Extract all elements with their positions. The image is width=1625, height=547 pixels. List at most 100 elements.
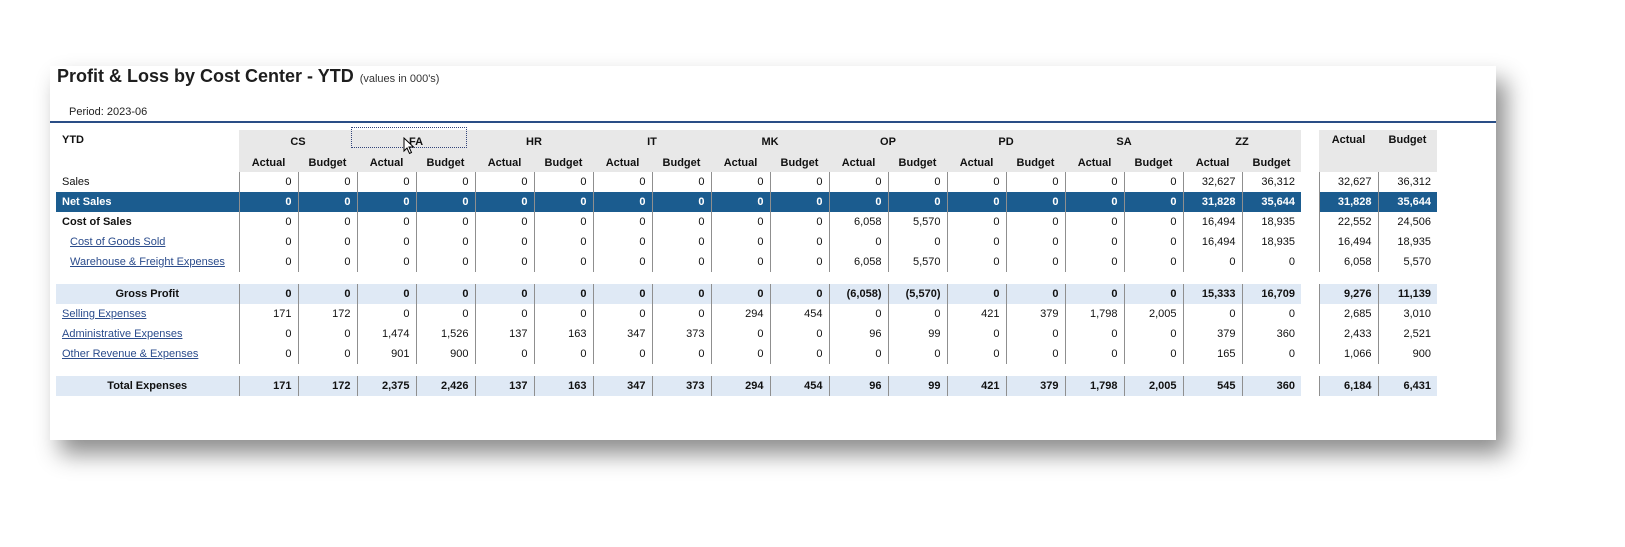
- cell-zz-actual: 545: [1182, 376, 1242, 396]
- cell-it-actual: 0: [592, 284, 652, 304]
- cell-sa-budget: 0: [1123, 192, 1183, 212]
- period-label: Period: 2023-06: [69, 106, 148, 118]
- cell-cs-actual: 0: [238, 232, 298, 252]
- cell-pd-budget: 0: [1005, 232, 1065, 252]
- cell-hr-actual: 137: [474, 324, 534, 344]
- cell-total-budget: 900: [1377, 344, 1437, 364]
- cell-pd-budget: 379: [1005, 304, 1065, 324]
- cc-header-zz[interactable]: ZZ: [1183, 130, 1301, 153]
- subheader-cs-actual: Actual: [239, 153, 298, 172]
- cell-mk-budget: 0: [769, 344, 829, 364]
- cell-op-actual: 0: [828, 172, 888, 192]
- subheader-sa-budget: Budget: [1124, 153, 1183, 172]
- cell-mk-budget: 0: [769, 172, 829, 192]
- cc-header-op[interactable]: OP: [829, 130, 947, 153]
- header-row-actual-budget: Actual Budget Actual Budget Actual Budget Actu…: [56, 153, 1437, 172]
- cell-pd-budget: 379: [1005, 376, 1065, 396]
- cell-it-budget: 373: [651, 376, 711, 396]
- row-label: Cost of Sales: [62, 216, 132, 228]
- cell-it-actual: 0: [592, 252, 652, 272]
- link-warehouse-freight-expenses[interactable]: Warehouse & Freight Expenses: [70, 256, 225, 268]
- link-selling-expenses[interactable]: Selling Expenses: [62, 308, 147, 320]
- cell-cs-actual: 0: [238, 284, 298, 304]
- cell-fa-budget: 0: [415, 284, 475, 304]
- cell-cs-budget: 0: [297, 324, 357, 344]
- cell-pd-actual: 0: [946, 172, 1006, 192]
- cc-header-mk[interactable]: MK: [711, 130, 829, 153]
- cell-cs-actual: 0: [238, 252, 298, 272]
- cell-mk-actual: 0: [710, 172, 770, 192]
- total-actual-header: Actual: [1319, 130, 1378, 172]
- table-body: Sales 0 0 0 0 0 0 0 0 0 0 0 0 0 0 0 0 32,627 36,312 32,627 3…: [56, 172, 1437, 396]
- cell-hr-budget: 163: [533, 324, 593, 344]
- cell-sa-actual: 0: [1064, 252, 1124, 272]
- cell-it-budget: 0: [651, 232, 711, 252]
- cell-op-budget: 99: [887, 324, 947, 344]
- cc-header-cs[interactable]: CS: [239, 130, 357, 153]
- cell-op-budget: 0: [887, 192, 947, 212]
- cell-total-budget: 35,644: [1377, 192, 1437, 212]
- cc-header-fa[interactable]: FA: [357, 130, 475, 153]
- cell-total-actual: 1,066: [1318, 344, 1378, 364]
- cell-fa-actual: 0: [356, 304, 416, 324]
- cell-mk-actual: 0: [710, 344, 770, 364]
- row-label: Total Expenses: [56, 376, 239, 396]
- pl-report: Profit & Loss by Cost Center - YTD (value…: [50, 66, 1496, 440]
- cell-hr-budget: 0: [533, 344, 593, 364]
- row-total-expenses: Total Expenses 171 172 2,375 2,426 137 163 347 3…: [56, 376, 1437, 396]
- spacer-row: [56, 272, 1437, 284]
- cell-zz-budget: 16,709: [1241, 284, 1301, 304]
- row-net-sales: Net Sales 0 0 0 0 0 0 0 0 0 0 0 0 0 0 0 0 31,828 35,644 31,…: [56, 192, 1437, 212]
- cell-hr-actual: 0: [474, 192, 534, 212]
- subheader-mk-budget: Budget: [770, 153, 829, 172]
- cell-op-budget: 0: [887, 232, 947, 252]
- header-rule: [50, 121, 1496, 123]
- cell-sa-budget: 0: [1123, 232, 1183, 252]
- cell-mk-actual: 0: [710, 192, 770, 212]
- cell-mk-budget: 0: [769, 324, 829, 344]
- cell-total-budget: 11,139: [1377, 284, 1437, 304]
- cell-fa-actual: 0: [356, 252, 416, 272]
- cell-cs-actual: 0: [238, 212, 298, 232]
- cell-op-actual: 6,058: [828, 252, 888, 272]
- report-title: Profit & Loss by Cost Center - YTD (value…: [57, 66, 439, 87]
- cell-mk-budget: 454: [769, 304, 829, 324]
- cell-zz-budget: 0: [1241, 252, 1301, 272]
- report-title-text: Profit & Loss by Cost Center - YTD: [57, 66, 354, 86]
- cell-zz-budget: 0: [1241, 304, 1301, 324]
- row-label: Sales: [62, 176, 90, 188]
- cell-op-actual: 0: [828, 232, 888, 252]
- cell-zz-actual: 379: [1182, 324, 1242, 344]
- cc-header-it[interactable]: IT: [593, 130, 711, 153]
- cell-total-budget: 3,010: [1377, 304, 1437, 324]
- subheader-mk-actual: Actual: [711, 153, 770, 172]
- link-other-revenue-expenses[interactable]: Other Revenue & Expenses: [62, 348, 199, 360]
- link-cost-of-goods-sold[interactable]: Cost of Goods Sold: [70, 236, 166, 248]
- cell-zz-budget: 36,312: [1241, 172, 1301, 192]
- cell-mk-actual: 294: [710, 304, 770, 324]
- cell-zz-budget: 35,644: [1241, 192, 1301, 212]
- cell-it-actual: 0: [592, 344, 652, 364]
- cell-op-budget: 0: [887, 344, 947, 364]
- cell-zz-budget: 18,935: [1241, 232, 1301, 252]
- cell-zz-actual: 15,333: [1182, 284, 1242, 304]
- cell-hr-actual: 0: [474, 284, 534, 304]
- cc-header-hr[interactable]: HR: [475, 130, 593, 153]
- cell-zz-actual: 165: [1182, 344, 1242, 364]
- cell-sa-actual: 0: [1064, 324, 1124, 344]
- cell-zz-budget: 0: [1241, 344, 1301, 364]
- cell-it-actual: 0: [592, 192, 652, 212]
- cell-op-actual: 96: [828, 324, 888, 344]
- cell-sa-budget: 2,005: [1123, 304, 1183, 324]
- cc-header-sa[interactable]: SA: [1065, 130, 1183, 153]
- cell-sa-actual: 1,798: [1064, 376, 1124, 396]
- cell-sa-budget: 2,005: [1123, 376, 1183, 396]
- cell-total-actual: 6,058: [1318, 252, 1378, 272]
- cc-header-pd[interactable]: PD: [947, 130, 1065, 153]
- subheader-hr-budget: Budget: [534, 153, 593, 172]
- cell-sa-budget: 0: [1123, 344, 1183, 364]
- corner-label: YTD: [62, 134, 84, 146]
- link-administrative-expenses[interactable]: Administrative Expenses: [62, 328, 183, 340]
- row-cost-of-sales: Cost of Sales 0 0 0 0 0 0 0 0 0 0 6,058 5,570 0 0 0 0 16,…: [56, 212, 1437, 232]
- cell-sa-actual: 0: [1064, 172, 1124, 192]
